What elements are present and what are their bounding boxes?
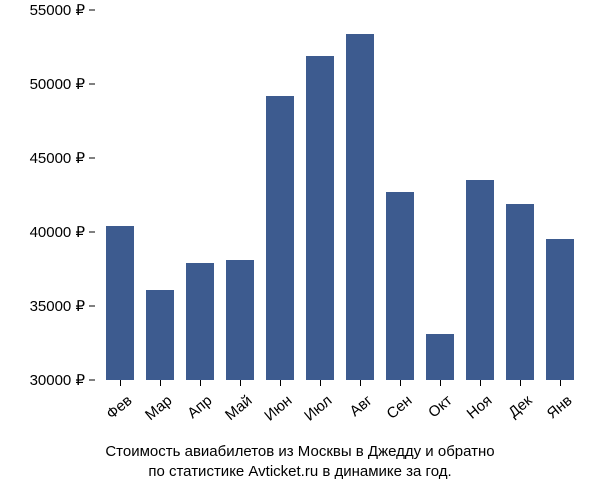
bar [146, 290, 175, 380]
caption-line-1: Стоимость авиабилетов из Москвы в Джедду… [105, 443, 494, 460]
plot-area [100, 10, 580, 380]
y-tick-label: 45000 ₽ [30, 149, 85, 167]
bar [386, 192, 415, 380]
bar [466, 180, 495, 380]
x-tick-label: Апр [174, 392, 216, 431]
chart-caption: Стоимость авиабилетов из Москвы в Джедду… [0, 442, 600, 483]
x-tick-mark [160, 380, 161, 386]
x-tick-label: Авг [334, 392, 376, 431]
bar [346, 34, 375, 380]
x-tick-mark [360, 380, 361, 386]
x-tick-mark [400, 380, 401, 386]
x-tick-mark [280, 380, 281, 386]
caption-line-2: по статистике Avticket.ru в динамике за … [148, 463, 451, 480]
x-tick-mark [480, 380, 481, 386]
y-axis: 30000 ₽35000 ₽40000 ₽45000 ₽50000 ₽55000… [0, 10, 95, 380]
y-tick-mark [89, 380, 95, 381]
bar [106, 226, 135, 380]
x-tick-label: Май [214, 392, 256, 431]
bar [226, 260, 255, 380]
x-tick-mark [120, 380, 121, 386]
x-tick-label: Мар [134, 392, 176, 431]
x-tick-mark [200, 380, 201, 386]
x-tick-label: Янв [534, 392, 576, 431]
price-chart: 30000 ₽ 35000 ₽ 40000 ₽ 45000 ₽ 50000 ₽ 55000… [0, 0, 600, 500]
x-tick-mark [240, 380, 241, 386]
y-tick-label: 35000 ₽ [30, 297, 85, 315]
y-tick-label: 55000 ₽ [30, 1, 85, 19]
bar [306, 56, 335, 380]
y-tick-label: 40000 ₽ [30, 223, 85, 241]
x-tick-mark [560, 380, 561, 386]
x-tick-mark [520, 380, 521, 386]
bar [506, 204, 535, 380]
y-tick-mark [89, 84, 95, 85]
x-tick-label: Фев [94, 392, 136, 431]
x-tick-mark [440, 380, 441, 386]
y-tick-label: 30000 ₽ [30, 371, 85, 389]
x-tick-label: Дек [494, 392, 536, 431]
bar [186, 263, 215, 380]
x-tick-label: Сен [374, 392, 416, 431]
bars-group [100, 10, 580, 380]
x-tick-label: Июл [294, 392, 336, 431]
x-tick-label: Ноя [454, 392, 496, 431]
x-tick-label: Окт [414, 392, 456, 431]
y-tick-mark [89, 306, 95, 307]
x-axis: ФевМарАпрМайИюнИюлАвгСенОктНояДекЯнв [100, 380, 580, 440]
bar [266, 96, 295, 380]
x-tick-mark [320, 380, 321, 386]
bar [546, 239, 575, 380]
y-tick-mark [89, 158, 95, 159]
x-tick-label: Июн [254, 392, 296, 431]
y-tick-mark [89, 10, 95, 11]
y-tick-label: 50000 ₽ [30, 75, 85, 93]
y-tick-mark [89, 232, 95, 233]
bar [426, 334, 455, 380]
